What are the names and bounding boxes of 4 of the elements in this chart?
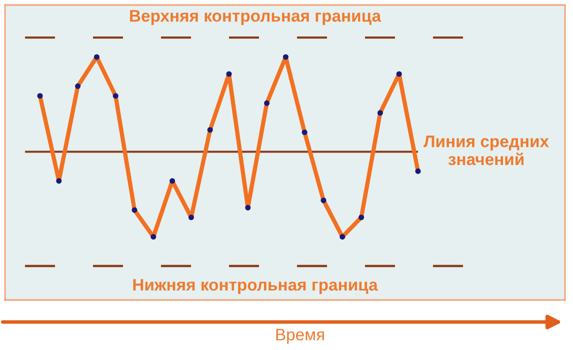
ref-line-label: Линия средних значений bbox=[424, 136, 549, 166]
ref-line-label: Верхняя контрольная граница bbox=[130, 10, 382, 26]
text: Время bbox=[276, 328, 324, 344]
ref-line-label: Нижняя контрольная граница bbox=[133, 279, 378, 294]
